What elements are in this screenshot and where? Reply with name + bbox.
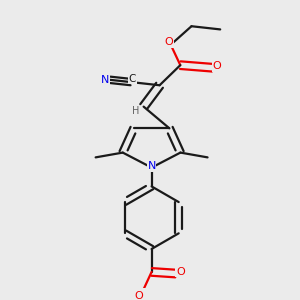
Text: O: O xyxy=(176,267,185,277)
Text: C: C xyxy=(129,74,136,84)
Text: O: O xyxy=(134,291,143,300)
Text: N: N xyxy=(147,161,156,171)
Text: N: N xyxy=(101,75,110,85)
Text: O: O xyxy=(165,37,173,47)
Text: O: O xyxy=(213,61,221,71)
Text: H: H xyxy=(132,106,139,116)
